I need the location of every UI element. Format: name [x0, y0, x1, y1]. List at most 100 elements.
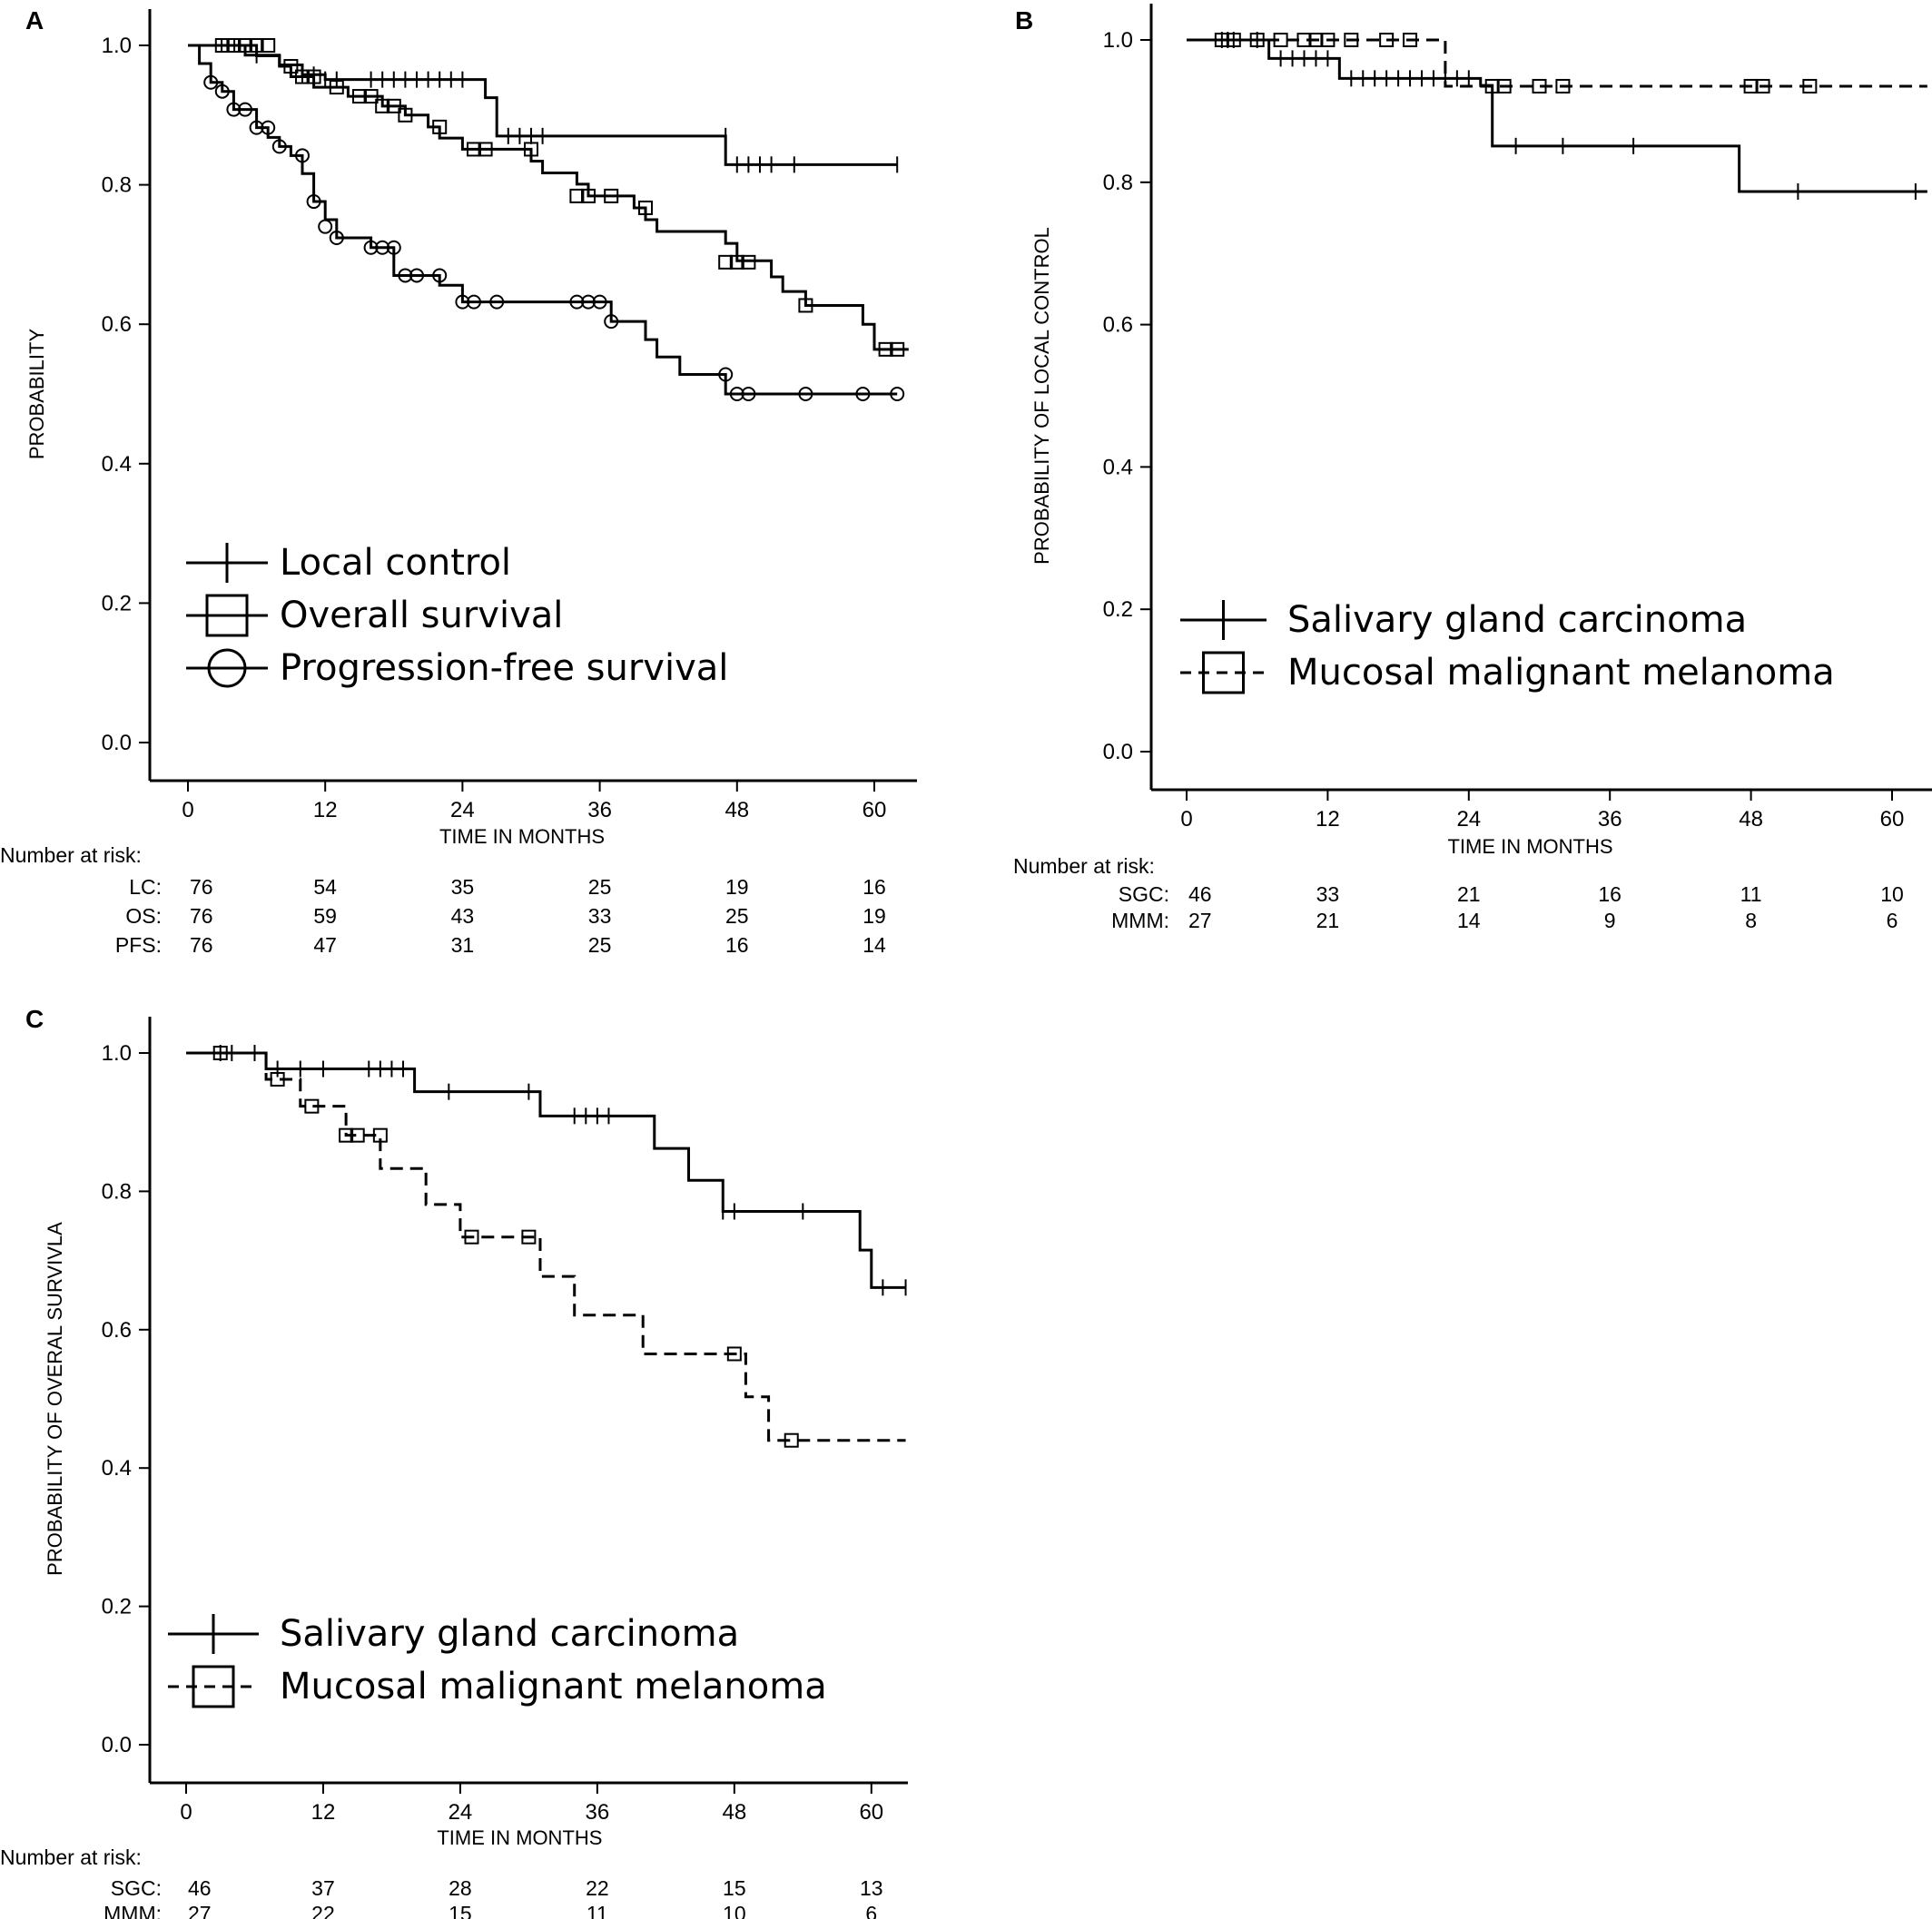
km-curve	[186, 1051, 906, 1442]
y-tick-label: 0.4	[102, 452, 132, 477]
censor-mark	[375, 240, 390, 255]
y-tick-label: 0.4	[102, 1456, 132, 1481]
censor-mark	[581, 188, 596, 203]
censor-mark	[521, 1229, 537, 1245]
censor-mark	[604, 188, 619, 203]
risk-value: 37	[311, 1876, 335, 1900]
censor-mark	[1496, 78, 1512, 93]
censor-mark	[890, 387, 905, 401]
x-axis-title: TIME IN MONTHS	[1447, 835, 1612, 858]
x-tick-label: 48	[722, 1800, 746, 1825]
risk-table-title: Number at risk:	[1013, 854, 1155, 878]
km-curve	[1187, 38, 1927, 88]
y-tick-label: 1.0	[102, 1041, 132, 1066]
risk-table-title: Number at risk:	[0, 1845, 142, 1869]
x-tick-label: 24	[1456, 807, 1481, 832]
risk-row-label: PFS:	[115, 933, 162, 957]
censor-mark	[726, 1346, 742, 1362]
censor-mark	[432, 119, 448, 134]
x-tick-label: 36	[1598, 807, 1622, 832]
x-tick-label: 24	[450, 798, 475, 822]
censor-mark	[455, 294, 470, 310]
censor-mark	[1226, 33, 1241, 47]
censor-mark	[878, 341, 893, 357]
censor-mark	[249, 38, 264, 53]
legend-marker	[192, 1665, 235, 1708]
y-tick-label: 0.0	[1103, 740, 1133, 764]
x-axis-title: TIME IN MONTHS	[439, 825, 605, 848]
censor-mark	[226, 102, 242, 117]
legend-label: Mucosal malignant melanoma	[1287, 652, 1835, 694]
risk-value: 10	[1880, 882, 1904, 906]
legend-marker	[207, 648, 247, 688]
risk-value: 46	[1188, 882, 1212, 906]
x-tick-label: 24	[448, 1800, 473, 1825]
censor-mark	[271, 139, 287, 154]
censor-mark	[261, 38, 276, 53]
censor-mark	[741, 254, 756, 270]
y-tick-label: 0.2	[102, 1595, 132, 1619]
censor-mark	[1802, 78, 1818, 93]
censor-mark	[212, 1046, 228, 1060]
risk-value: 54	[313, 875, 337, 899]
censor-mark	[304, 1098, 320, 1114]
risk-row-label: SGC:	[1119, 882, 1169, 906]
risk-value: 8	[1745, 909, 1757, 932]
risk-row-label: MMM:	[1111, 909, 1169, 932]
risk-value: 21	[1316, 909, 1340, 932]
risk-row-label: MMM:	[104, 1902, 162, 1919]
censor-mark	[1296, 33, 1312, 47]
risk-value: 59	[313, 904, 337, 928]
risk-value: 25	[588, 875, 612, 899]
censor-mark	[1308, 33, 1324, 47]
censor-mark	[363, 89, 379, 104]
censor-mark	[283, 59, 299, 74]
censor-mark	[798, 298, 813, 313]
x-tick-label: 48	[724, 798, 749, 822]
censor-mark	[306, 69, 321, 84]
km-curve	[1187, 38, 1927, 193]
legend-label: Local control	[280, 542, 511, 584]
x-tick-label: 0	[180, 1800, 192, 1825]
censor-mark	[1320, 33, 1336, 47]
censor-mark	[386, 98, 401, 113]
censor-mark	[1555, 78, 1571, 93]
censor-mark	[741, 387, 756, 401]
risk-value: 6	[1887, 909, 1898, 932]
censor-mark	[718, 367, 734, 382]
y-axis-title: PROBABILITY OF OVERAL SURVIVLA	[44, 1222, 66, 1576]
y-tick-label: 0.0	[102, 1733, 132, 1757]
risk-value: 43	[451, 904, 475, 928]
series-overall-survival	[188, 38, 909, 357]
censor-mark	[467, 294, 481, 310]
censor-mark	[318, 219, 333, 234]
risk-value: 22	[311, 1902, 335, 1919]
risk-table: Number at risk: SGC: 46 37 28 22 15 13 MMM: 27 22 1…	[0, 1845, 883, 1919]
censor-mark	[718, 254, 734, 270]
panel-b: B 0.0 0.2 0.4 0.6 0.8 1.0 0 12 24 36 48 60 TIME IN MO…	[1013, 4, 1932, 932]
y-tick-label: 0.2	[102, 591, 132, 615]
series-progression-free-survival	[188, 44, 905, 401]
panel-label: B	[1015, 6, 1033, 34]
y-tick-label: 0.0	[102, 731, 132, 755]
censor-mark	[398, 268, 413, 283]
censor-mark	[638, 200, 653, 215]
y-tick-label: 0.2	[1103, 597, 1133, 622]
censor-mark	[478, 142, 493, 157]
censor-mark	[375, 98, 390, 113]
legend-label: Mucosal malignant melanoma	[280, 1666, 827, 1707]
legend-label: Salivary gland carcinoma	[280, 1613, 739, 1655]
censor-mark	[1379, 33, 1395, 47]
censor-mark	[890, 341, 905, 357]
risk-value: 11	[1740, 882, 1762, 906]
censor-mark	[398, 107, 413, 123]
x-tick-label: 0	[1180, 807, 1192, 832]
censor-mark	[489, 294, 505, 310]
censor-mark	[604, 314, 619, 330]
panel-c: C 0.0 0.2 0.4 0.6 0.8 1.0 0 12 24 36 48 60 TIME IN MO…	[0, 1005, 908, 1919]
censor-mark	[1273, 33, 1288, 47]
censor-mark	[203, 74, 219, 90]
legend-label: Progression-free survival	[280, 647, 728, 689]
y-tick-label: 1.0	[1103, 28, 1133, 53]
censor-mark	[569, 188, 585, 203]
